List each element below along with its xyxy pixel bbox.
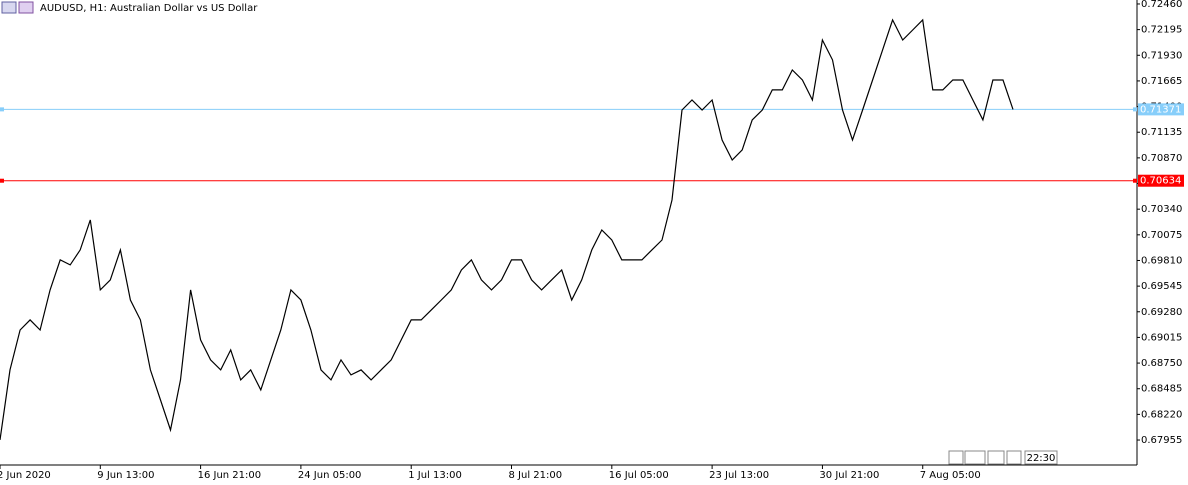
- level-end: [0, 178, 4, 183]
- y-tick-label: 0.69280: [1141, 307, 1182, 318]
- x-tick-label: 16 Jul 05:00: [609, 470, 669, 481]
- box: [1024, 450, 1058, 465]
- server-time: 22:30: [1027, 453, 1056, 464]
- scroll-boxes: 22:30: [948, 450, 1058, 465]
- y-tick-label: 0.71665: [1141, 76, 1182, 87]
- y-tick-label: 0.70870: [1141, 153, 1182, 164]
- x-tick-label: 2 Jun 2020: [0, 470, 51, 481]
- y-tick-label: 0.68485: [1141, 384, 1182, 395]
- x-tick-label: 30 Jul 21:00: [819, 470, 879, 481]
- x-tick-label: 7 Aug 05:00: [920, 470, 981, 481]
- box: [987, 450, 1005, 465]
- chart-title: AUDUSD, H1: Australian Dollar vs US Doll…: [40, 3, 258, 14]
- x-tick-label: 23 Jul 13:00: [709, 470, 769, 481]
- box: [948, 450, 964, 465]
- box: [1006, 450, 1022, 465]
- x-tick-label: 9 Jun 13:00: [97, 470, 154, 481]
- y-tick-label: 0.70075: [1141, 230, 1182, 241]
- box: [964, 450, 986, 465]
- x-tick-label: 8 Jul 21:00: [509, 470, 563, 481]
- icon: [1, 1, 17, 14]
- x-tick-label: 24 Jun 05:00: [298, 470, 362, 481]
- level-end: [1133, 107, 1137, 112]
- y-tick-label: 0.69015: [1141, 332, 1182, 343]
- level-end: [0, 107, 4, 112]
- y-tick-label: 0.71930: [1141, 50, 1182, 61]
- price-label: 0.70634: [1140, 176, 1181, 187]
- y-tick-label: 0.71135: [1141, 127, 1182, 138]
- price-label: 0.71371: [1140, 104, 1181, 115]
- x-tick-label: 16 Jun 21:00: [198, 470, 262, 481]
- price-label-box: [1138, 174, 1184, 187]
- price-label-box: [1138, 103, 1184, 116]
- y-tick-label: 0.69545: [1141, 281, 1182, 292]
- y-tick-label: 0.68750: [1141, 358, 1182, 369]
- y-tick-label: 0.67955: [1141, 435, 1182, 446]
- level-end: [1133, 178, 1137, 183]
- y-tick-label: 0.72195: [1141, 25, 1182, 36]
- price-line: [0, 18, 1014, 440]
- header-icons: [1, 1, 34, 14]
- y-tick-label: 0.68220: [1141, 409, 1182, 420]
- y-tick-label: 0.69810: [1141, 255, 1182, 266]
- x-tick-label: 1 Jul 13:00: [408, 470, 462, 481]
- y-tick-label: 0.70340: [1141, 204, 1182, 215]
- icon: [18, 1, 34, 14]
- y-tick-label: 0.72460: [1141, 0, 1182, 10]
